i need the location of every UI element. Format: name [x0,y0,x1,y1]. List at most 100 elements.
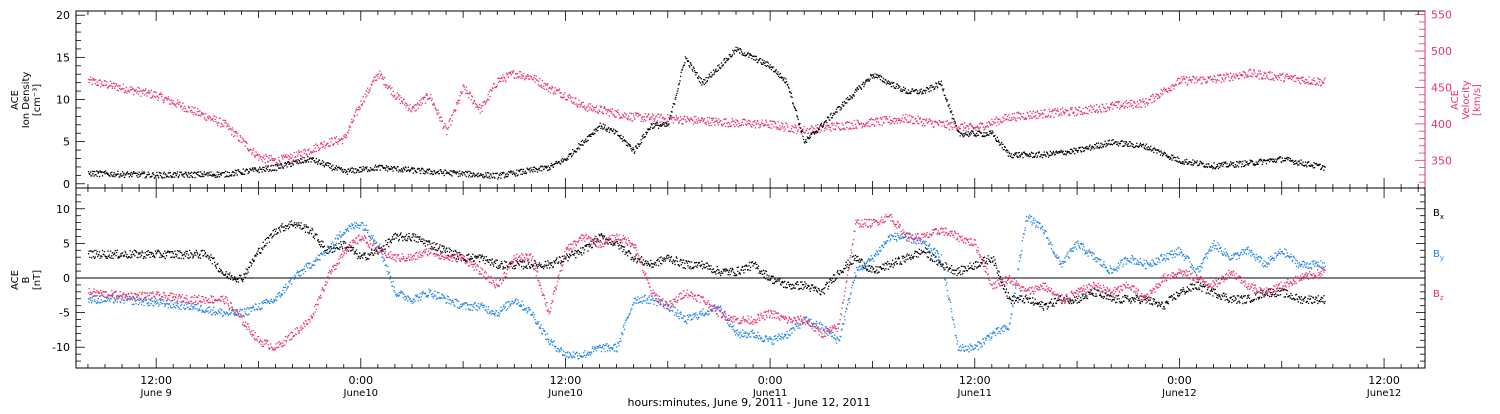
velocity-series-point [353,120,354,121]
velocity-series-point [760,126,761,127]
density-series-point [1159,151,1160,152]
density-series-point [587,136,588,137]
velocity-series-point [1142,99,1143,100]
velocity-series-point [365,97,366,98]
velocity-series-point [708,123,709,124]
velocity-series-point [946,121,947,122]
velocity-series-point [1285,76,1286,77]
density-series-point [764,63,765,64]
velocity-series-point [469,93,470,94]
density-series-point [1111,144,1112,145]
velocity-series-point [676,115,677,116]
density-series-point [391,168,392,169]
density-series-point [636,145,637,146]
density-series-point [148,172,149,173]
density-series-point [462,174,463,175]
density-series-point [888,80,889,81]
density-series-point [1033,153,1034,154]
b-series-bx-point [576,251,577,252]
velocity-series-point [1305,79,1306,80]
b-series-bx-point [148,250,149,251]
density-series-point [967,135,968,136]
density-series-point [1165,153,1166,154]
density-series-point [692,69,693,70]
velocity-series-point [911,117,912,118]
density-series-point [111,172,112,173]
velocity-series-point [290,157,291,158]
density-series-point [796,115,797,116]
velocity-series-point [725,126,726,127]
velocity-series-point [355,111,356,112]
density-series-point [732,54,733,55]
b-series-bx-point [327,249,328,250]
velocity-series-point [839,128,840,129]
density-series-point [1290,158,1291,159]
velocity-series-point [1155,96,1156,97]
velocity-series-point [946,127,947,128]
density-series-point [698,76,699,77]
b-series-bx-point [324,246,325,247]
velocity-series-point [1224,75,1225,76]
density-series-point [731,56,732,57]
b-series-bx-point [287,225,288,226]
b-series-bx-point [263,242,264,243]
velocity-series-point [167,99,168,100]
density-series-point [562,161,563,162]
density-series-point [293,164,294,165]
velocity-series-point [507,74,508,75]
density-series-point [1140,144,1141,145]
b-series-bx-point [400,232,401,233]
velocity-series-point [199,110,200,111]
density-series-point [1123,146,1124,147]
density-series-point [1211,167,1212,168]
density-series-point [802,136,803,137]
velocity-series-point [264,159,265,160]
b-series-bx-point [174,257,175,258]
density-series-point [754,56,755,57]
density-series-point [858,89,859,90]
velocity-series-point [552,87,553,88]
density-series-point [202,174,203,175]
b-series-bx-point [395,233,396,234]
velocity-series-point [1058,111,1059,112]
density-series-point [158,177,159,178]
b-series-bx-point [398,240,399,241]
velocity-series-point [617,112,618,113]
density-series-point [419,170,420,171]
velocity-series-point [663,117,664,118]
velocity-series-point [1090,105,1091,106]
velocity-series-point [852,123,853,124]
velocity-series-point [722,125,723,126]
velocity-series-point [336,142,337,143]
density-series-point [196,173,197,174]
density-series-point [259,172,260,173]
top-right-ylabel-line: [km/s] [1472,84,1483,116]
density-series-point [1043,154,1044,155]
b-series-bx-point [521,266,522,267]
density-series-point [637,148,638,149]
b-series-bx-point [202,250,203,251]
density-series-point [640,139,641,140]
density-series-point [849,99,850,100]
velocity-series-point [600,106,601,107]
velocity-series-point [494,83,495,84]
velocity-series-point [1318,85,1319,86]
density-series-point [765,62,766,63]
velocity-series-point [227,123,228,124]
b-series-bx-point [421,239,422,240]
b-series-bx-point [542,266,543,267]
b-series-bx-point [357,253,358,254]
velocity-series-point [298,154,299,155]
velocity-series-point [782,126,783,127]
density-series-point [199,176,200,177]
b-series-bx-point [449,248,450,249]
density-series-point [213,175,214,176]
density-series-point [1111,140,1112,141]
velocity-series-point [681,119,682,120]
density-series-point [141,173,142,174]
velocity-series-point [938,124,939,125]
velocity-series-point [746,125,747,126]
density-series-point [842,102,843,103]
b-series-bx-point [359,252,360,253]
velocity-series-point [858,122,859,123]
